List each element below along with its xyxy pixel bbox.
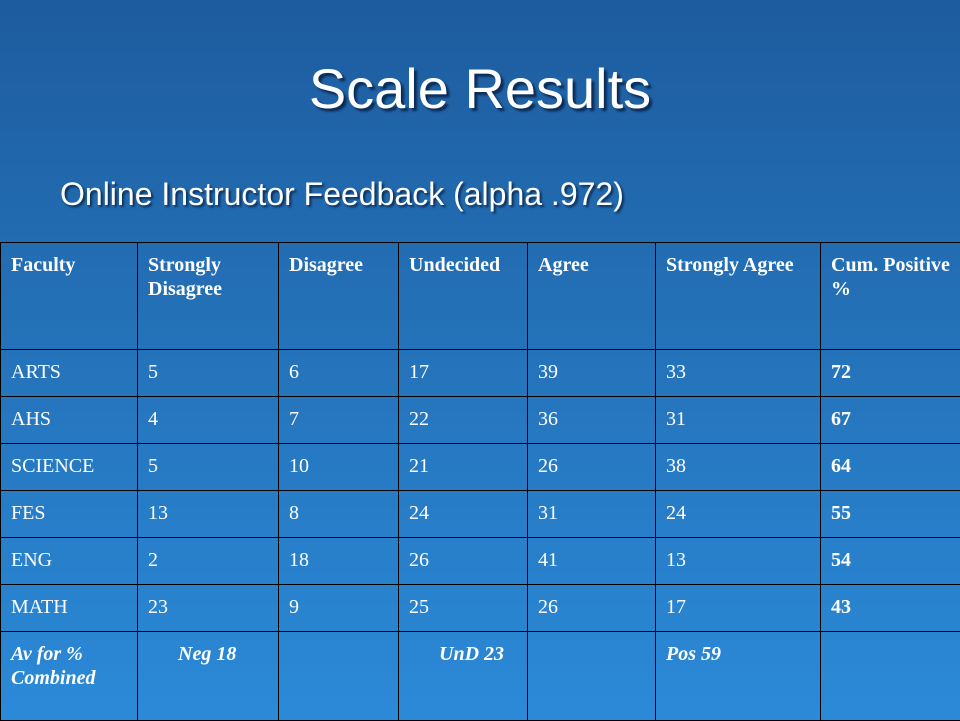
faculty-cell: FES [1,491,138,538]
value-cell: 55 [821,491,960,538]
faculty-cell: MATH [1,585,138,632]
header-cell: Strongly Agree [656,243,821,350]
value-cell: 41 [528,538,656,585]
value-cell: 24 [399,491,528,538]
faculty-cell: AHS [1,397,138,444]
value-cell: 7 [279,397,399,444]
value-cell: 67 [821,397,960,444]
footer-cell: Pos 59 [656,632,821,721]
empty-cell [279,632,399,721]
value-cell: 64 [821,444,960,491]
value-cell: 24 [656,491,821,538]
value-cell: 26 [528,585,656,632]
empty-cell [821,632,960,721]
footer-cell: Av for % Combined [1,632,138,721]
value-cell: 23 [138,585,279,632]
value-cell: 10 [279,444,399,491]
value-cell: 2 [138,538,279,585]
footer-cell: Neg 18 [138,632,279,721]
header-cell: Disagree [279,243,399,350]
value-cell: 72 [821,350,960,397]
value-cell: 39 [528,350,656,397]
value-cell: 25 [399,585,528,632]
value-cell: 38 [656,444,821,491]
value-cell: 22 [399,397,528,444]
empty-cell [528,632,656,721]
value-cell: 4 [138,397,279,444]
value-cell: 33 [656,350,821,397]
faculty-cell: ENG [1,538,138,585]
value-cell: 18 [279,538,399,585]
value-cell: 43 [821,585,960,632]
value-cell: 13 [656,538,821,585]
header-cell: Undecided [399,243,528,350]
slide-title: Scale Results [0,56,960,121]
value-cell: 26 [528,444,656,491]
faculty-cell: SCIENCE [1,444,138,491]
header-cell: Strongly Disagree [138,243,279,350]
header-cell: Faculty [1,243,138,350]
value-cell: 5 [138,350,279,397]
footer-cell: UnD 23 [399,632,528,721]
value-cell: 8 [279,491,399,538]
value-cell: 6 [279,350,399,397]
value-cell: 5 [138,444,279,491]
slide-subtitle: Online Instructor Feedback (alpha .972) [60,176,624,213]
header-cell: Cum. Positive % [821,243,960,350]
value-cell: 36 [528,397,656,444]
header-cell: Agree [528,243,656,350]
value-cell: 9 [279,585,399,632]
value-cell: 17 [656,585,821,632]
faculty-cell: ARTS [1,350,138,397]
value-cell: 21 [399,444,528,491]
value-cell: 54 [821,538,960,585]
value-cell: 17 [399,350,528,397]
value-cell: 26 [399,538,528,585]
value-cell: 13 [138,491,279,538]
value-cell: 31 [656,397,821,444]
value-cell: 31 [528,491,656,538]
